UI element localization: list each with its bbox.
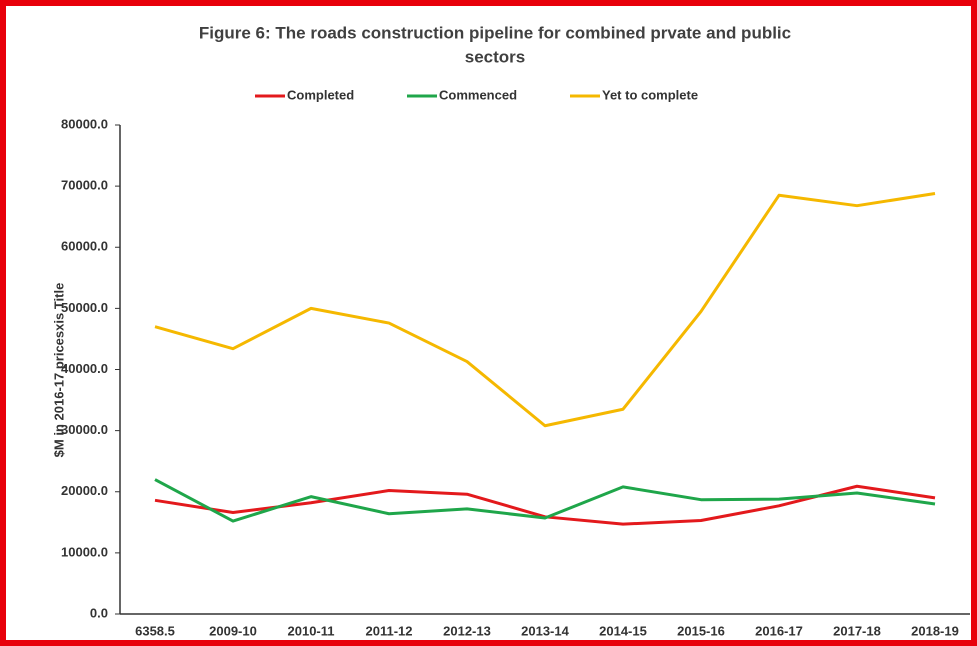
x-tick-label: 2017-18 <box>833 623 881 638</box>
y-tick-label: 10000.0 <box>61 544 108 559</box>
y-tick-label: 50000.0 <box>61 300 108 315</box>
series-line <box>154 191 936 428</box>
x-tick-label: 2016-17 <box>755 623 803 638</box>
legend-label: Yet to complete <box>602 87 698 102</box>
x-tick-label: 2010-11 <box>288 623 335 638</box>
x-tick-label: 2012-13 <box>443 623 491 638</box>
x-tick-label: 2015-16 <box>677 623 725 638</box>
x-tick-label: 6358.5 <box>135 623 175 638</box>
y-axis-label: $M in 2016-17 pricesxis Title <box>51 283 66 458</box>
chart-title: sectors <box>465 47 525 66</box>
x-tick-label: 2014-15 <box>599 623 647 638</box>
legend-label: Completed <box>287 87 354 102</box>
y-tick-label: 20000.0 <box>61 483 108 498</box>
chart-title: Figure 6: The roads construction pipelin… <box>199 23 791 42</box>
y-tick-label: 0.0 <box>90 605 108 620</box>
y-tick-label: 30000.0 <box>61 422 108 437</box>
y-tick-label: 80000.0 <box>61 116 108 131</box>
y-tick-label: 40000.0 <box>61 361 108 376</box>
x-tick-label: 2009-10 <box>209 623 257 638</box>
x-tick-label: 2013-14 <box>521 623 569 638</box>
y-tick-label: 60000.0 <box>61 239 108 254</box>
series-line <box>154 478 936 523</box>
y-tick-label: 70000.0 <box>61 178 108 193</box>
x-tick-label: 2011-12 <box>366 623 413 638</box>
x-tick-label: 2018-19 <box>911 623 959 638</box>
legend-label: Commenced <box>439 87 517 102</box>
